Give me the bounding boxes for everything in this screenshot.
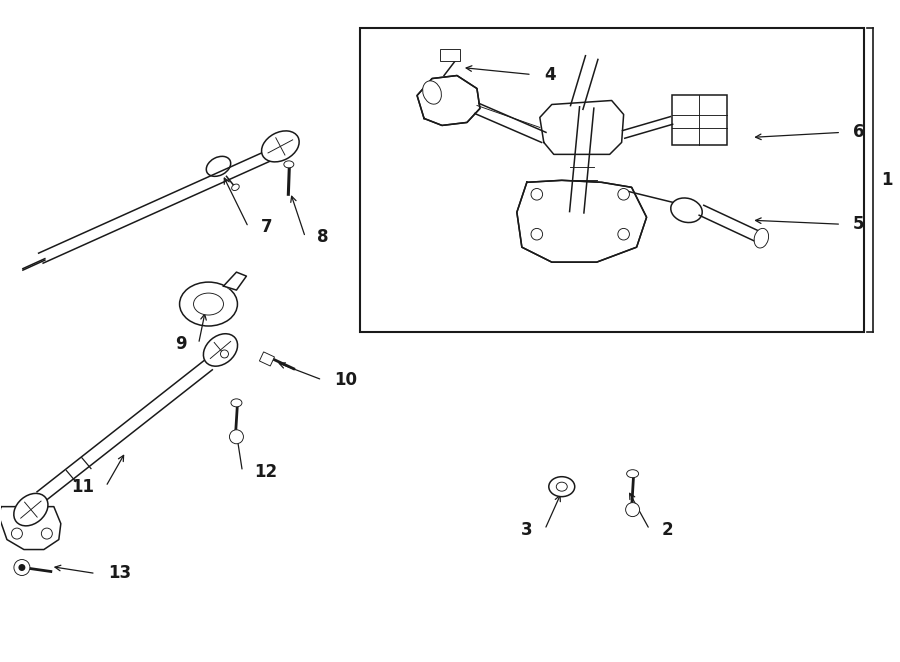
Circle shape — [617, 228, 629, 240]
Text: 1: 1 — [881, 171, 893, 189]
Ellipse shape — [670, 198, 702, 222]
Circle shape — [531, 228, 543, 240]
Circle shape — [617, 189, 629, 200]
Ellipse shape — [549, 477, 575, 496]
Circle shape — [12, 528, 22, 539]
Polygon shape — [417, 75, 480, 125]
Circle shape — [18, 564, 25, 571]
Bar — [671, 95, 727, 146]
Ellipse shape — [180, 282, 238, 326]
Ellipse shape — [626, 470, 639, 478]
Ellipse shape — [423, 81, 441, 104]
Bar — [440, 48, 460, 60]
Ellipse shape — [231, 399, 242, 407]
Polygon shape — [517, 180, 646, 262]
Text: 11: 11 — [71, 478, 94, 496]
Text: 7: 7 — [260, 218, 272, 236]
Ellipse shape — [194, 293, 223, 315]
Text: 2: 2 — [662, 520, 673, 539]
Text: 12: 12 — [255, 463, 277, 481]
Circle shape — [220, 350, 229, 358]
Polygon shape — [223, 272, 247, 290]
Circle shape — [230, 430, 243, 444]
Text: 13: 13 — [108, 565, 130, 583]
Text: 8: 8 — [318, 228, 328, 246]
Text: 5: 5 — [853, 215, 865, 233]
Circle shape — [626, 502, 640, 516]
Ellipse shape — [262, 131, 299, 162]
Ellipse shape — [284, 161, 293, 168]
Ellipse shape — [231, 184, 239, 191]
Circle shape — [531, 189, 543, 200]
Ellipse shape — [203, 334, 238, 366]
Circle shape — [14, 559, 30, 575]
Bar — [259, 352, 274, 366]
Polygon shape — [0, 506, 61, 549]
Text: 10: 10 — [334, 371, 357, 389]
Text: 6: 6 — [853, 123, 865, 142]
Ellipse shape — [556, 482, 567, 491]
Ellipse shape — [14, 493, 48, 526]
Text: 3: 3 — [521, 520, 533, 539]
Circle shape — [41, 528, 52, 539]
Bar — [360, 28, 864, 332]
Text: 4: 4 — [544, 66, 555, 83]
Text: 9: 9 — [175, 335, 186, 353]
Ellipse shape — [754, 228, 769, 248]
